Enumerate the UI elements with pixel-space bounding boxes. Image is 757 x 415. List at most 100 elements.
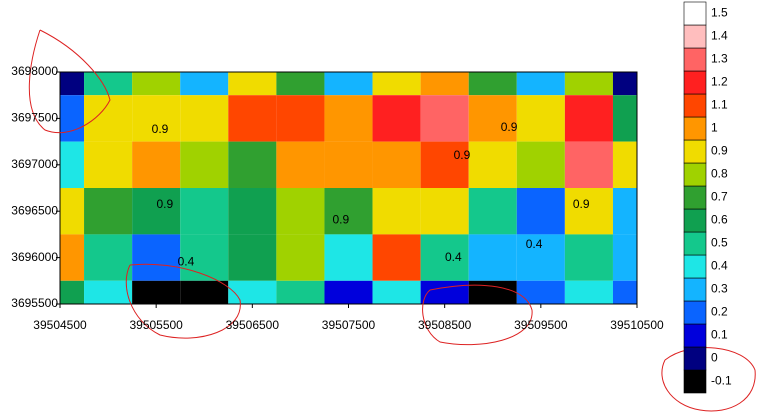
contour-cell: [180, 234, 229, 281]
contour-cell: [372, 280, 421, 304]
contour-cell: [60, 95, 85, 142]
contour-cell: [468, 95, 517, 142]
colorbar-box: [683, 116, 707, 141]
contour-cell: [276, 95, 325, 142]
contour-cell: [324, 95, 373, 142]
contour-cell: [564, 72, 613, 96]
colorbar-box: [683, 70, 707, 95]
contour-cell: [468, 72, 517, 96]
contour-cell: [420, 72, 469, 96]
contour-label: 0.9: [156, 197, 173, 211]
colorbar-label: 0: [711, 351, 718, 365]
colorbar-label: 1.3: [711, 52, 728, 66]
contour-cell: [276, 280, 325, 304]
contour-cell: [60, 280, 85, 304]
colorbar-label: 1.5: [711, 6, 728, 20]
contour-cell: [60, 234, 85, 281]
contour-cell: [228, 234, 277, 281]
contour-label: 0.9: [332, 213, 349, 227]
colorbar-box: [683, 47, 707, 72]
colorbar-box: [683, 24, 707, 49]
colorbar-box: [683, 277, 707, 302]
hand-annotation: [28, 29, 111, 134]
hand-annotation: [125, 263, 241, 339]
contour-label: 0.4: [526, 237, 543, 251]
contour-cell: [420, 95, 469, 142]
contour-cell: [324, 188, 373, 235]
contour-cell: [468, 188, 517, 235]
contour-cell: [612, 280, 637, 304]
contour-cell: [612, 72, 637, 96]
colorbar-label: 1.4: [711, 29, 728, 43]
contour-cell: [324, 280, 373, 304]
contour-cell: [372, 141, 421, 188]
x-tick-label: 39510500: [610, 318, 664, 332]
contour-cell: [324, 72, 373, 96]
contour-label: 0.9: [454, 148, 471, 162]
colorbar-box: [683, 1, 707, 26]
contour-cell: [516, 188, 565, 235]
contour-cell: [228, 95, 277, 142]
colorbar-label: 0.8: [711, 167, 728, 181]
colorbar-box: [683, 369, 707, 394]
y-tick-label: 3698000: [11, 64, 58, 78]
contour-cell: [564, 95, 613, 142]
x-tick-label: 39508500: [418, 318, 472, 332]
y-tick-label: 3696500: [11, 203, 58, 217]
contour-cell: [564, 141, 613, 188]
contour-cell: [420, 234, 469, 281]
contour-cell: [276, 72, 325, 96]
contour-cell: [324, 234, 373, 281]
contour-cell: [180, 72, 229, 96]
contour-cell: [84, 72, 133, 96]
contour-label: 0.9: [573, 197, 590, 211]
contour-cell: [132, 188, 181, 235]
colorbar-label: 1.2: [711, 75, 728, 89]
contour-field: [60, 72, 637, 304]
contour-cell: [84, 95, 133, 142]
contour-cell: [372, 234, 421, 281]
colorbar-label: 0.9: [711, 144, 728, 158]
colorbar-label: 0.4: [711, 259, 728, 273]
y-tick-label: 3696000: [11, 250, 58, 264]
contour-cell: [516, 95, 565, 142]
contour-cell: [276, 234, 325, 281]
contour-cell: [420, 280, 469, 304]
contour-cell: [84, 280, 133, 304]
colorbar-box: [683, 185, 707, 210]
contour-cell: [516, 234, 565, 281]
hand-annotation: [422, 284, 533, 346]
colorbar-label: 0.3: [711, 282, 728, 296]
colorbar-box: [683, 162, 707, 187]
contour-cell: [468, 141, 517, 188]
contour-cell: [468, 280, 517, 304]
contour-cell: [372, 72, 421, 96]
contour-cell: [564, 234, 613, 281]
contour-cell: [516, 141, 565, 188]
contour-cell: [564, 188, 613, 235]
contour-cell: [516, 72, 565, 96]
contour-cell: [60, 141, 85, 188]
contour-cell: [180, 188, 229, 235]
contour-cell: [612, 141, 637, 188]
colorbar-box: [683, 93, 707, 118]
contour-cell: [228, 72, 277, 96]
colorbar-label: 0.1: [711, 328, 728, 342]
contour-label: 0.4: [445, 250, 462, 264]
colorbar-label: 0.5: [711, 236, 728, 250]
colorbar-box: [683, 254, 707, 279]
x-tick-label: 39509500: [514, 318, 568, 332]
contour-cell: [84, 234, 133, 281]
contour-cell: [228, 280, 277, 304]
colorbar-label: 0.7: [711, 190, 728, 204]
colorbar-box: [683, 231, 707, 256]
contour-cell: [84, 188, 133, 235]
colorbar-label: 1: [711, 121, 718, 135]
contour-cell: [372, 95, 421, 142]
contour-cell: [228, 141, 277, 188]
colorbar-label: -0.1: [711, 374, 732, 388]
contour-cell: [420, 188, 469, 235]
x-tick-label: 39505500: [129, 318, 183, 332]
contour-cell: [132, 95, 181, 142]
